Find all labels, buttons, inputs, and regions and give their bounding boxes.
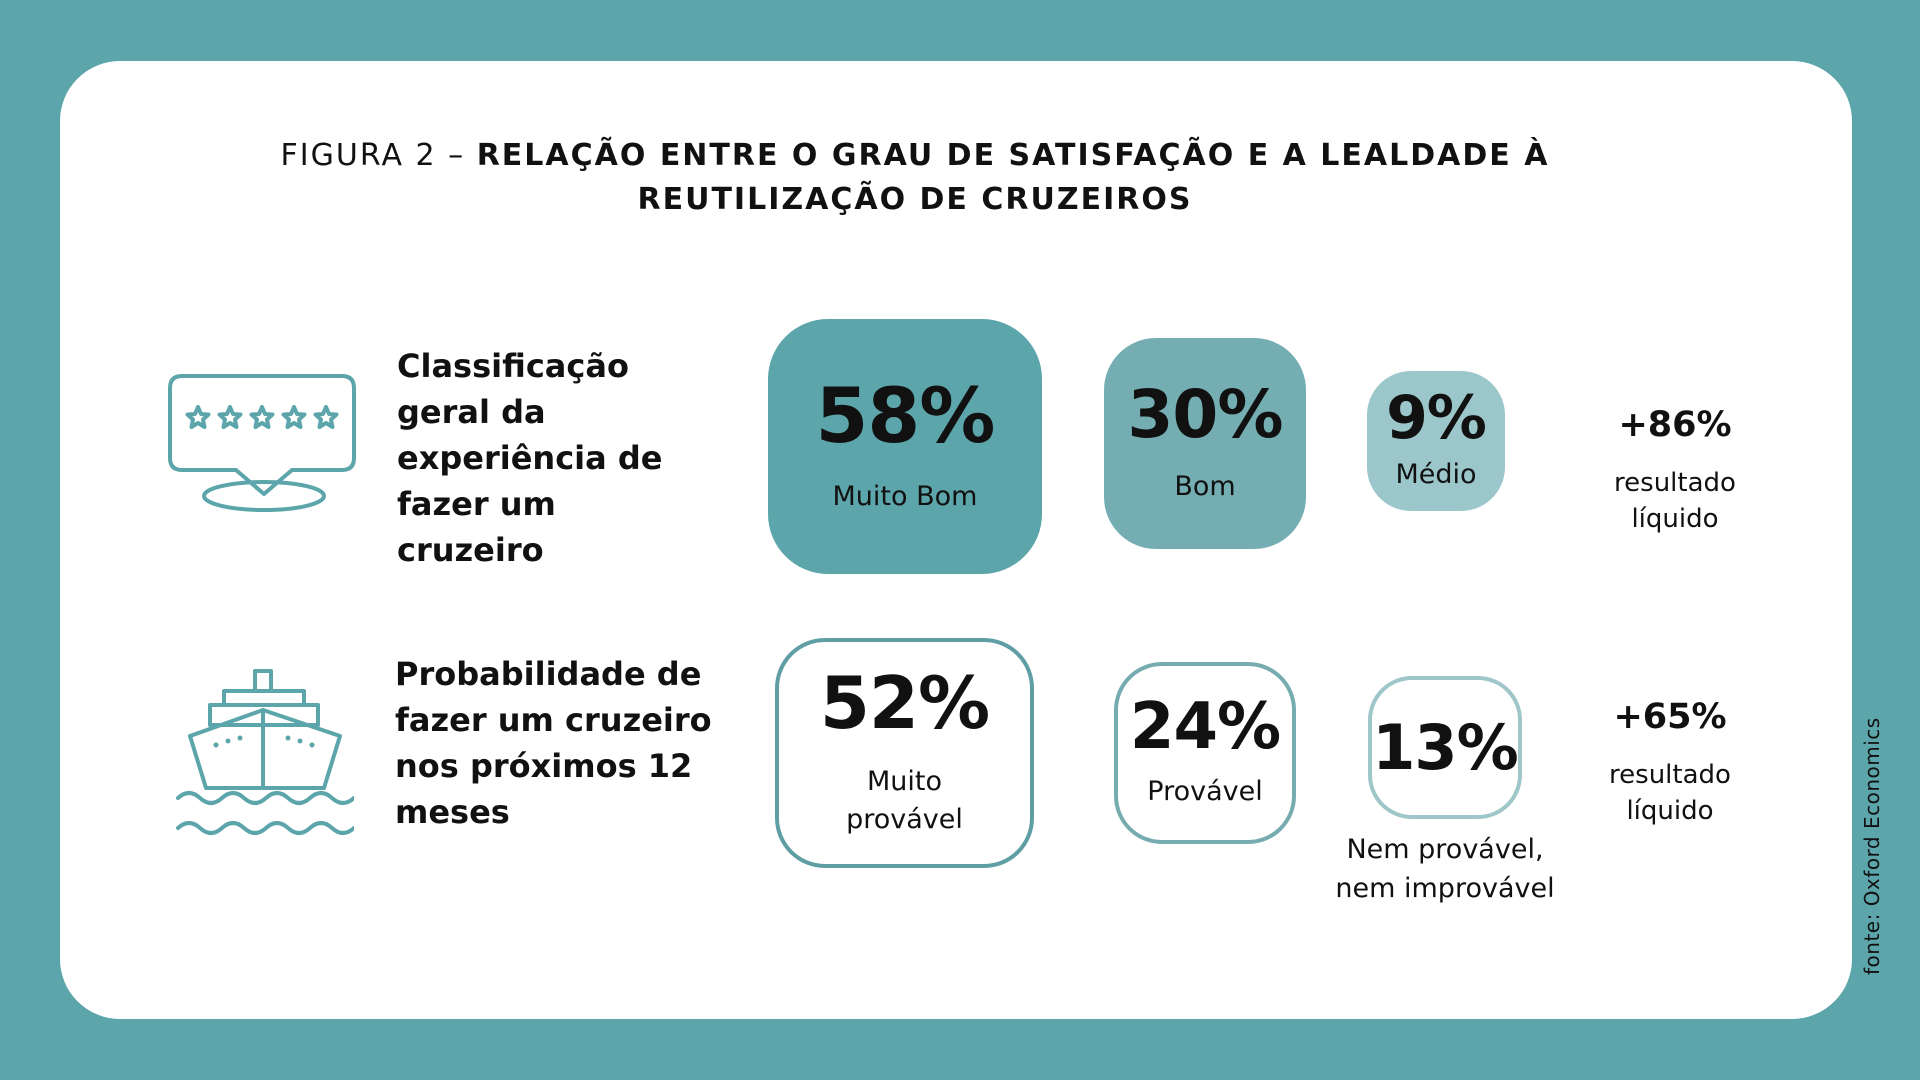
stat-label: Muito Bom bbox=[832, 480, 978, 512]
row-label-probability: Probabilidade de fazer um cruzeiro nos p… bbox=[395, 655, 712, 831]
stat-box-muito-bom: 58% Muito Bom bbox=[768, 319, 1042, 574]
net-value: +86% bbox=[1618, 405, 1732, 445]
stat-box-provavel: 24% Provável bbox=[1114, 662, 1296, 844]
net-result-rating: +86% resultado líquido bbox=[1590, 403, 1760, 537]
figure-title-main: RELAÇÃO ENTRE O GRAU DE SATISFAÇÃO E A L… bbox=[476, 138, 1550, 217]
net-value: +65% bbox=[1613, 697, 1727, 737]
net-label: resultado líquido bbox=[1609, 760, 1731, 826]
stat-box-nem-provavel: 13% bbox=[1368, 676, 1522, 819]
net-label: resultado líquido bbox=[1614, 468, 1736, 534]
figure-title-prefix: FIGURA 2 – bbox=[280, 138, 477, 173]
stat-label: Médio bbox=[1395, 459, 1477, 490]
stat-label-nem-provavel: Nem provável, nem improvável bbox=[1335, 834, 1555, 904]
stat-value: 52% bbox=[819, 661, 990, 745]
stat-value: 9% bbox=[1386, 383, 1487, 453]
cruise-ship-icon bbox=[176, 669, 354, 835]
row-label-rating: Classificação geral da experiência de fa… bbox=[397, 347, 663, 569]
stat-value: 30% bbox=[1127, 375, 1284, 453]
figure-title: FIGURA 2 – RELAÇÃO ENTRE O GRAU DE SATIS… bbox=[240, 134, 1590, 222]
stat-label: Bom bbox=[1174, 470, 1236, 502]
stat-label: Provável bbox=[1147, 776, 1263, 807]
stat-value: 13% bbox=[1372, 710, 1518, 784]
net-result-probability: +65% resultado líquido bbox=[1585, 695, 1755, 829]
stat-value: 58% bbox=[815, 370, 996, 460]
stat-box-medio: 9% Médio bbox=[1367, 371, 1505, 511]
stat-value: 24% bbox=[1129, 690, 1281, 764]
stat-box-bom: 30% Bom bbox=[1104, 338, 1306, 549]
stat-box-muito-provavel: 52% Muito provável bbox=[775, 638, 1034, 868]
rating-stars-icon bbox=[168, 374, 356, 512]
source-note: fonte: Oxford Economics bbox=[1860, 717, 1884, 975]
stat-label: Muito provável bbox=[846, 766, 963, 835]
